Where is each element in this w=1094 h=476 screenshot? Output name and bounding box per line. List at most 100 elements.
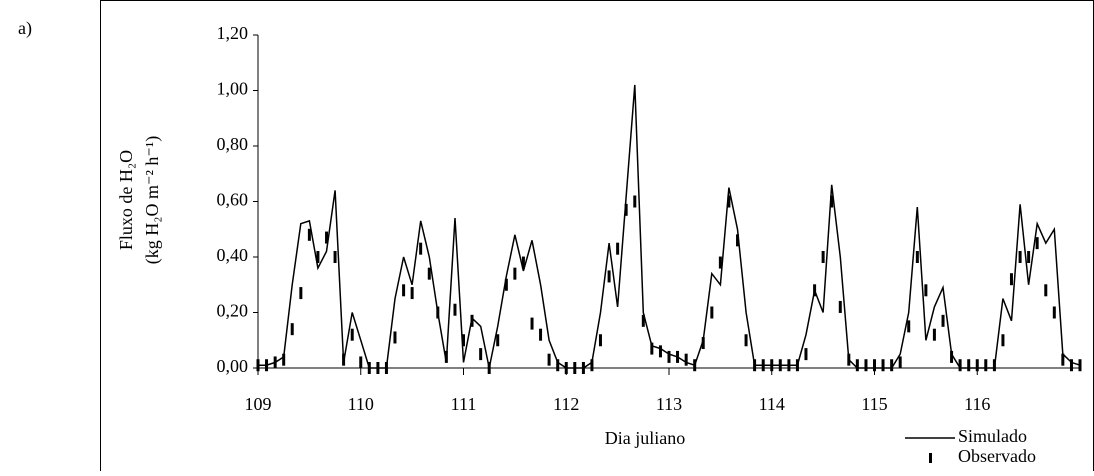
observed-marker: [658, 345, 662, 358]
observed-marker: [342, 353, 346, 366]
observed-marker: [462, 334, 465, 347]
observed-marker: [881, 359, 885, 372]
x-tick-label: 114: [759, 394, 785, 414]
observed-marker: [1078, 359, 1082, 372]
observed-marker: [1052, 306, 1056, 319]
y-tick-label: 0,20: [217, 301, 249, 321]
observed-marker: [367, 362, 371, 374]
observed-marker: [1027, 251, 1031, 263]
observed-marker: [778, 359, 782, 372]
observed-marker: [410, 287, 414, 300]
legend-label: Simulado: [958, 426, 1027, 446]
observed-marker: [590, 359, 594, 372]
observed-marker: [1069, 359, 1073, 372]
observed-marker: [273, 356, 277, 369]
observed-marker: [307, 228, 311, 241]
y-tick-label: 1,00: [217, 79, 249, 99]
observed-marker: [530, 317, 534, 330]
observed-marker: [975, 359, 979, 372]
observed-marker: [598, 334, 602, 347]
legend-label: Observado: [958, 446, 1036, 466]
observed-marker: [684, 353, 688, 366]
observed-marker: [890, 359, 894, 372]
observed-marker: [316, 251, 320, 263]
observed-marker: [384, 362, 388, 374]
observed-marker: [556, 359, 560, 372]
observed-marker: [419, 242, 423, 255]
observed-marker: [932, 328, 936, 341]
observed-marker: [607, 270, 611, 283]
observed-marker: [941, 314, 945, 327]
observed-marker: [650, 342, 654, 355]
observed-marker: [564, 362, 568, 374]
observed-marker: [496, 334, 500, 347]
observed-marker: [393, 331, 397, 344]
observed-marker: [436, 306, 440, 319]
observed-marker: [616, 242, 620, 255]
x-tick-label: 112: [553, 394, 579, 414]
observed-marker: [813, 284, 817, 297]
observed-marker: [290, 323, 294, 336]
observed-marker: [299, 287, 303, 300]
observed-marker: [727, 195, 731, 208]
x-tick-label: 111: [451, 394, 477, 414]
observed-marker: [581, 362, 585, 374]
observed-marker: [487, 362, 491, 374]
observed-marker: [1035, 237, 1039, 250]
observed-marker: [547, 353, 551, 366]
observed-marker: [333, 251, 337, 263]
observed-marker: [573, 362, 577, 374]
x-tick-label: 115: [861, 394, 887, 414]
observed-marker: [907, 320, 911, 333]
observed-marker: [873, 359, 876, 372]
observed-marker: [701, 337, 705, 350]
x-axis-title: Dia juliano: [605, 428, 685, 448]
observed-marker: [624, 203, 628, 216]
observed-marker: [256, 359, 260, 372]
observed-marker: [282, 353, 286, 366]
observed-marker: [804, 348, 808, 361]
observed-marker: [350, 328, 354, 341]
observed-marker: [521, 256, 525, 269]
observed-marker: [504, 278, 508, 291]
observed-marker: [718, 256, 722, 269]
y-axis-title: (kg H₂O m⁻² h⁻¹): [142, 136, 163, 265]
observed-marker: [539, 328, 543, 341]
y-tick-label: 0,60: [217, 190, 249, 210]
observed-marker: [950, 350, 954, 363]
observed-marker: [770, 359, 774, 372]
observed-marker: [710, 306, 714, 319]
observed-marker: [633, 195, 637, 208]
observed-marker: [830, 195, 834, 208]
observed-marker: [693, 359, 697, 372]
observed-marker: [915, 251, 919, 263]
y-tick-label: 0,00: [217, 356, 249, 376]
panel-label: a): [18, 18, 32, 39]
observed-marker: [676, 350, 680, 363]
observed-marker: [864, 359, 868, 372]
observed-marker: [992, 359, 996, 372]
x-tick-label: 110: [348, 394, 374, 414]
observed-marker: [795, 359, 799, 372]
observed-marker: [453, 303, 457, 316]
observed-marker: [984, 359, 988, 372]
observed-marker: [761, 359, 765, 372]
observed-marker: [847, 353, 851, 366]
observed-marker: [325, 231, 329, 244]
observed-marker: [1061, 353, 1065, 366]
observed-marker: [744, 334, 748, 347]
observed-marker: [265, 359, 269, 372]
observed-marker: [1001, 334, 1005, 347]
observed-marker: [641, 314, 645, 327]
observed-marker: [444, 350, 448, 363]
observed-marker: [1044, 284, 1048, 297]
observed-marker: [479, 348, 483, 361]
observed-marker: [513, 267, 517, 280]
observed-marker: [753, 359, 757, 372]
observed-marker: [898, 356, 902, 369]
series-line: [258, 84, 1081, 369]
observed-marker: [855, 359, 859, 372]
observed-marker: [427, 267, 431, 280]
observed-marker: [967, 359, 971, 372]
